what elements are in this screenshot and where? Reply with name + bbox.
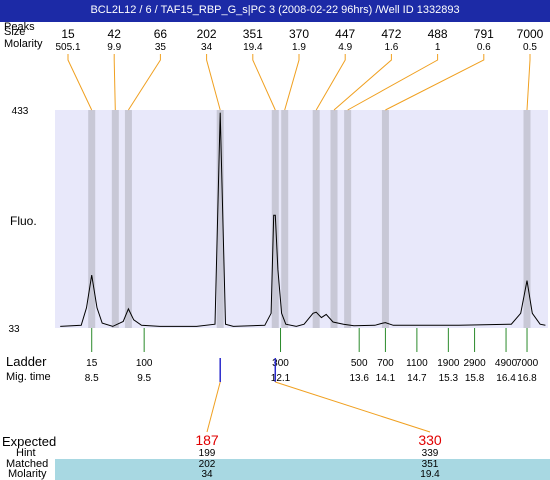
peak-molarity-label: 35 — [155, 42, 167, 53]
peak-band — [523, 110, 531, 328]
peak-molarity-label: 1.6 — [384, 42, 398, 53]
peak-band — [381, 110, 389, 328]
matched-molarity-band — [55, 459, 550, 480]
peak-band — [88, 110, 96, 328]
peak-band — [124, 110, 132, 328]
hint-label: Hint — [16, 447, 36, 459]
peak-connector — [113, 54, 116, 111]
ladder-migtime-label: 16.8 — [517, 373, 537, 384]
hint-value: 199 — [199, 448, 216, 459]
peak-band — [281, 110, 289, 328]
peak-size-label: 488 — [428, 27, 448, 41]
peak-molarity-label: 19.4 — [243, 42, 263, 53]
peak-connector — [385, 54, 485, 111]
peak-band — [344, 110, 352, 328]
plot-area — [55, 110, 548, 328]
chart-title: BCL2L12 / 6 / TAF15_RBP_G_s|PC 3 (2008-0… — [90, 4, 460, 16]
peak-band — [330, 110, 338, 328]
peak-connector — [526, 54, 531, 111]
y-tick-label: 433 — [12, 106, 29, 117]
peak-connector — [333, 54, 392, 111]
peak-size-label: 351 — [243, 27, 263, 41]
ladder-size-label: 15 — [86, 358, 98, 369]
expected-connector — [206, 381, 221, 433]
peaks-row-label: Peaks — [4, 21, 35, 33]
peak-band — [111, 110, 119, 328]
peak-molarity-label: 34 — [201, 42, 213, 53]
peak-size-label: 202 — [197, 27, 217, 41]
ladder-size-label: 700 — [377, 358, 394, 369]
peak-size-label: 7000 — [517, 27, 544, 41]
peak-band — [312, 110, 320, 328]
peak-size-label: 66 — [154, 27, 168, 41]
ladder-size-label: 1100 — [406, 358, 428, 369]
ladder-size-label: 300 — [272, 358, 289, 369]
peak-molarity-label: 0.6 — [477, 42, 491, 53]
peak-molarity-label: 0.5 — [523, 42, 537, 53]
ladder-size-label: 500 — [351, 358, 368, 369]
peak-molarity-label: 505.1 — [55, 42, 80, 53]
peak-size-label: 42 — [108, 27, 122, 41]
y-axis-label: Fluo. — [10, 214, 37, 228]
ladder-migtime-label: 13.6 — [349, 373, 369, 384]
ladder-migtime-label: 14.7 — [407, 373, 427, 384]
ladder-migtime-label: 8.5 — [85, 373, 99, 384]
ladder-migtime-label: 9.5 — [137, 373, 151, 384]
peak-connector — [315, 54, 346, 111]
expected-size-label: 330 — [418, 432, 442, 448]
matched-value: 351 — [422, 459, 439, 470]
size-row-label: Size — [4, 26, 26, 38]
ladder-size-label: 7000 — [516, 358, 539, 369]
peak-molarity-label: 9.9 — [107, 42, 121, 53]
ladder-size-label: 4900 — [495, 358, 518, 369]
molarity-row-label: Molarity — [4, 38, 43, 50]
peak-connector — [252, 54, 276, 111]
ladder-migtime-label: 16.4 — [496, 373, 516, 384]
mig-time-label: Mig. time — [6, 371, 51, 383]
peak-connector — [347, 54, 439, 111]
molarity-bottom-label: Molarity — [8, 468, 47, 480]
peak-size-label: 447 — [335, 27, 355, 41]
ladder-migtime-label: 15.8 — [465, 373, 485, 384]
ladder-size-label: 100 — [136, 358, 153, 369]
y-tick-label: 33 — [8, 324, 20, 335]
ladder-migtime-label: 14.1 — [376, 373, 396, 384]
ladder-size-label: 1900 — [437, 358, 460, 369]
expected-size-label: 187 — [195, 432, 219, 448]
expected-label: Expected — [2, 434, 57, 449]
matched-label: Matched — [6, 458, 49, 470]
ladder-label: Ladder — [6, 354, 47, 369]
expected-connector — [275, 381, 431, 433]
molarity-value: 19.4 — [420, 469, 440, 480]
peak-connector — [127, 54, 161, 111]
hint-value: 339 — [422, 448, 439, 459]
peak-size-label: 791 — [474, 27, 494, 41]
molarity-value: 34 — [201, 469, 213, 480]
ladder-migtime-label: 15.3 — [439, 373, 459, 384]
ladder-migtime-label: 12.1 — [271, 373, 291, 384]
peak-molarity-label: 1.9 — [292, 42, 306, 53]
peak-molarity-label: 1 — [435, 42, 441, 53]
peak-connector — [206, 54, 221, 111]
peak-molarity-label: 4.9 — [338, 42, 352, 53]
peak-size-label: 15 — [61, 27, 75, 41]
peak-size-label: 370 — [289, 27, 309, 41]
matched-value: 202 — [199, 459, 216, 470]
peak-size-label: 472 — [381, 27, 401, 41]
signal-trace — [60, 112, 546, 327]
peak-connector — [67, 54, 93, 111]
title-bar — [0, 0, 550, 22]
peak-connector — [284, 54, 300, 111]
ladder-size-label: 2900 — [463, 358, 486, 369]
peak-band — [216, 110, 224, 328]
